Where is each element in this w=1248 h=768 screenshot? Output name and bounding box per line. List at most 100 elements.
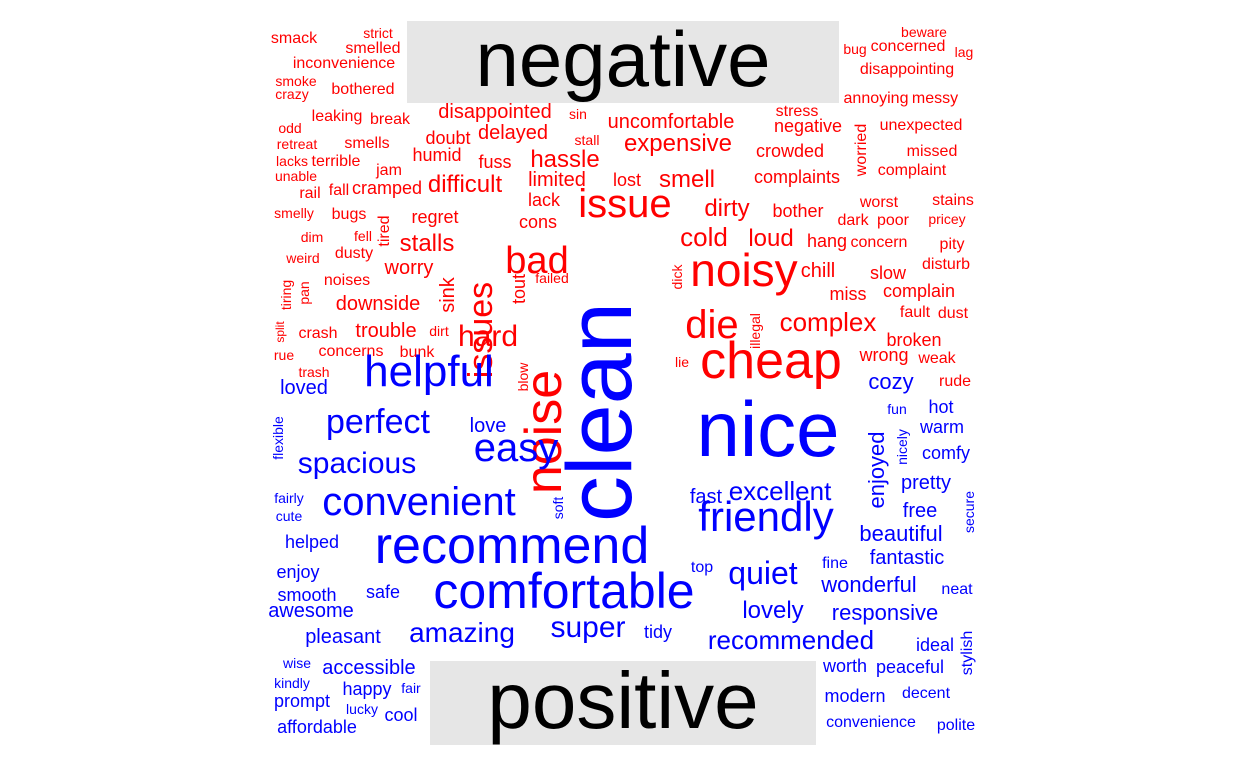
word-negative-58: jam [375,162,402,179]
word-negative-87: stress [776,103,819,120]
word-positive-39: accessible [322,657,415,679]
word-positive-42: affordable [277,717,357,737]
word-negative-47: smelled [345,40,400,57]
word-negative-19: worry [384,257,434,279]
word-negative-8: complex [780,307,877,337]
word-positive-55: stylish [959,631,976,675]
word-negative-34: broken [886,330,941,350]
word-negative-52: leaking [312,108,363,125]
word-negative-12: expensive [624,130,732,157]
word-positive-45: kindly [274,675,310,691]
word-negative-93: worst [859,194,899,211]
word-positive-22: love [470,415,507,437]
word-negative-18: stalls [400,230,455,257]
word-negative-61: rail [299,185,320,202]
word-negative-105: bug [843,41,866,57]
word-negative-104: beware [901,24,947,40]
word-negative-108: disappointing [860,61,954,78]
word-negative-73: split [273,321,287,343]
word-positive-3: comfortable [433,563,694,619]
word-negative-96: stains [932,192,974,209]
word-negative-81: stall [575,132,600,148]
word-positive-17: responsive [832,600,938,625]
word-positive-15: lovely [742,597,803,624]
word-negative-37: slow [870,263,907,283]
word-negative-64: smelly [274,205,314,221]
negative-group-label: negative [475,15,771,103]
word-negative-82: failed [535,270,568,286]
word-positive-24: free [903,500,937,522]
word-negative-6: issues [462,282,500,378]
word-negative-26: limited [528,169,586,191]
word-negative-15: loud [748,225,793,252]
word-positive-18: enjoyed [864,431,889,508]
word-negative-38: wrong [858,345,908,365]
word-positive-56: modern [824,686,885,706]
word-positive-25: pretty [901,472,951,494]
word-positive-20: beautiful [859,521,942,546]
word-positive-59: polite [937,717,975,734]
word-negative-48: inconvenience [293,55,395,72]
word-negative-83: dick [669,264,685,290]
word-negative-103: rude [939,373,971,390]
word-positive-32: cute [276,508,303,524]
word-negative-27: lost [613,170,641,190]
word-positive-0: clean [549,302,651,522]
word-positive-52: worth [822,656,867,676]
word-negative-54: odd [278,120,301,136]
word-negative-60: unable [275,168,317,184]
word-positive-5: friendly [698,493,833,540]
word-negative-74: crash [298,325,337,342]
word-negative-39: lack [528,190,561,210]
word-negative-22: delayed [478,122,548,144]
word-positive-58: convenience [826,714,916,731]
word-positive-57: decent [902,685,951,702]
word-negative-92: complaint [878,162,947,179]
word-positive-30: flexible [270,416,286,460]
word-negative-63: cramped [352,178,422,198]
word-negative-79: trash [298,364,329,380]
word-negative-30: bother [772,201,823,221]
word-positive-37: safe [366,582,400,602]
word-negative-36: concern [851,234,908,251]
word-negative-49: smoke [275,73,316,89]
word-positive-51: fine [822,555,848,572]
word-negative-69: weird [285,250,319,266]
word-negative-3: issue [578,182,671,226]
word-negative-56: smells [344,135,389,152]
word-positive-27: warm [919,417,964,437]
word-negative-17: disappointed [438,101,551,123]
word-negative-67: fell [354,228,372,244]
word-negative-76: rue [274,347,294,363]
word-negative-9: dirty [704,195,749,222]
word-negative-59: lacks [276,153,308,169]
word-negative-14: cold [680,222,728,252]
negative-group-label-box: negative [407,15,839,103]
word-negative-106: concerned [871,38,946,55]
word-negative-95: poor [877,212,910,229]
word-negative-16: difficult [428,171,503,198]
word-positive-34: enjoy [276,562,319,582]
word-positive-50: tidy [644,622,672,642]
word-negative-78: bunk [400,344,436,361]
word-positive-12: amazing [409,617,515,648]
word-negative-21: trouble [355,320,416,342]
word-positive-6: convenient [322,480,515,524]
word-negative-102: weak [917,350,956,367]
word-negative-53: break [370,111,411,128]
word-negative-107: lag [955,44,974,60]
word-negative-32: complain [883,281,955,301]
word-positive-10: quiet [728,555,798,591]
word-negative-94: dark [837,212,869,229]
word-negative-24: humid [412,145,461,165]
word-positive-38: pleasant [305,626,381,648]
word-negative-51: bothered [331,81,394,98]
word-positive-23: fast [690,486,723,508]
word-negative-44: tout [509,274,529,304]
word-positive-41: prompt [274,691,330,711]
word-positive-54: ideal [916,635,954,655]
word-positive-28: hot [928,397,953,417]
word-negative-40: cons [519,212,557,232]
word-positive-63: fun [887,401,906,417]
